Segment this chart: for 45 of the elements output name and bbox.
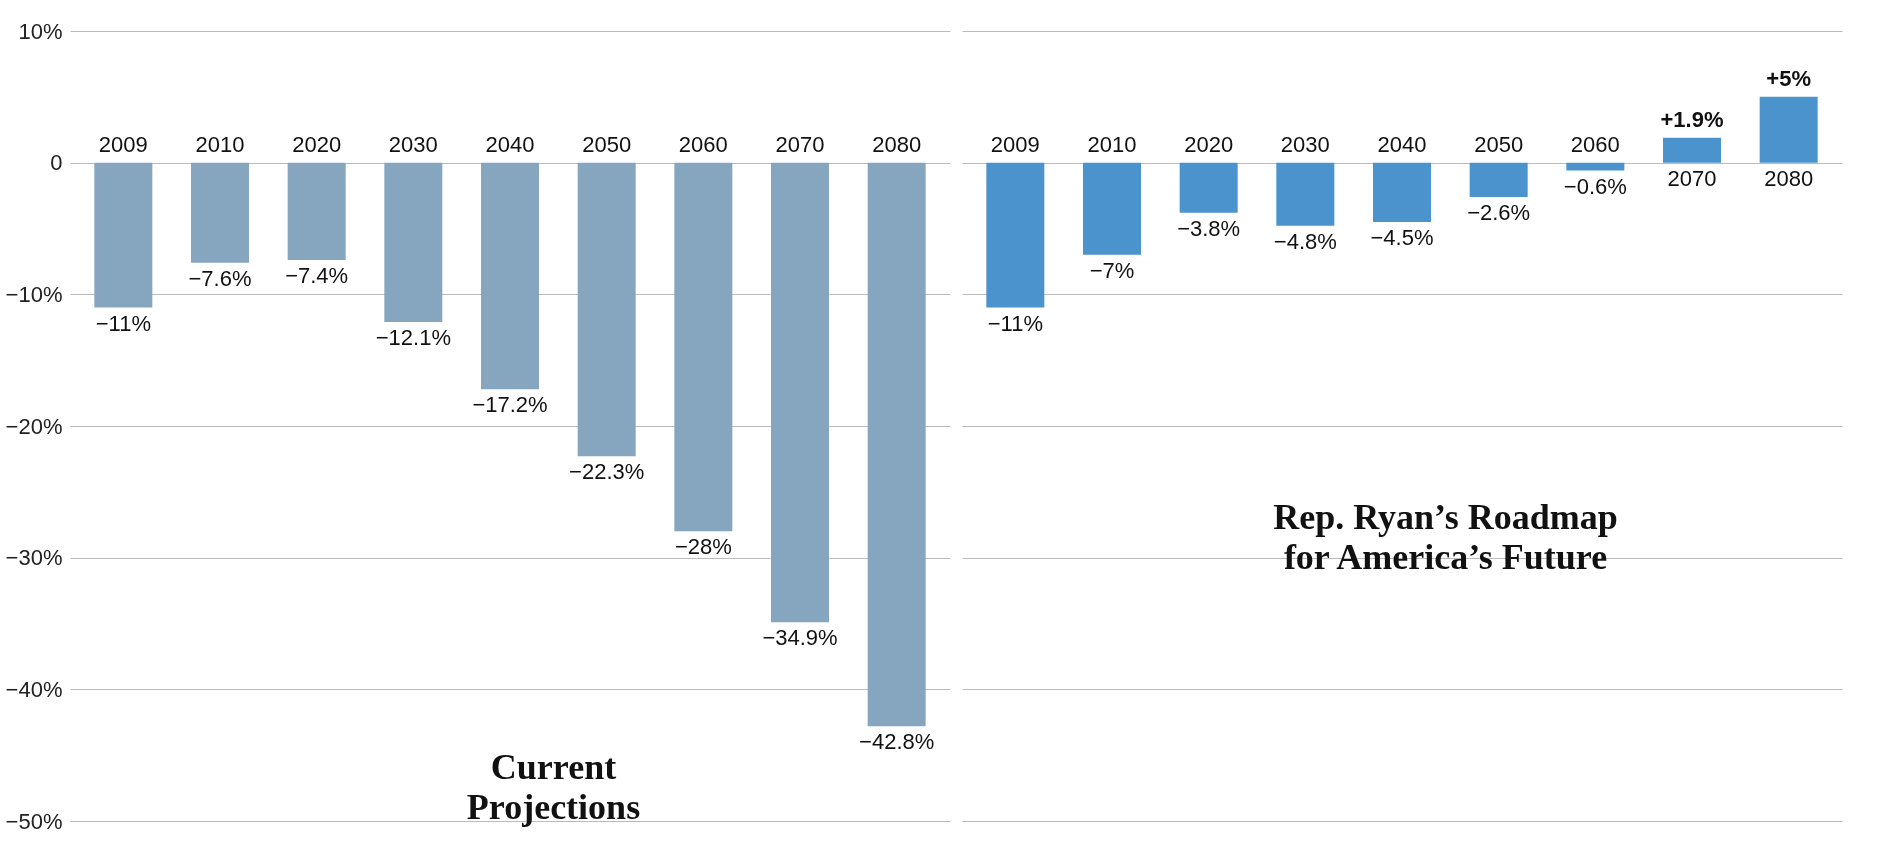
x-tick-label: 2080	[1764, 165, 1814, 191]
x-tick-label: 2030	[1280, 131, 1330, 157]
data-label: −11%	[987, 310, 1043, 336]
annotation: Current Projections	[466, 747, 641, 828]
data-label: −28%	[674, 534, 732, 560]
data-label: +1.9%	[1660, 106, 1724, 132]
data-label: −42.8%	[859, 729, 935, 755]
data-label: −22.3%	[569, 459, 645, 485]
x-tick-label: 2060	[1570, 131, 1620, 157]
x-tick-label: 2010	[1087, 131, 1137, 157]
x-tick-label: 2050	[1474, 131, 1524, 157]
y-tick-label: −50%	[5, 808, 63, 834]
y-tick-label: 10%	[18, 18, 63, 44]
x-tick-label: 2040	[1377, 131, 1427, 157]
x-tick-label: 2060	[678, 131, 728, 157]
data-label: −17.2%	[472, 392, 548, 418]
x-tick-label: 2020	[1184, 131, 1234, 157]
data-label: −4.8%	[1273, 228, 1337, 254]
x-tick-label: 2040	[485, 131, 535, 157]
y-tick-label: −10%	[5, 281, 63, 307]
x-tick-label: 2010	[195, 131, 245, 157]
x-tick-label: 2080	[872, 131, 922, 157]
data-label: −7%	[1089, 257, 1135, 283]
data-label: −11%	[95, 310, 151, 336]
data-label: −2.6%	[1467, 199, 1531, 225]
x-tick-label: 2030	[388, 131, 438, 157]
x-tick-label: 2009	[990, 131, 1040, 157]
data-label: +5%	[1766, 65, 1811, 91]
x-tick-label: 2020	[292, 131, 342, 157]
x-tick-label: 2070	[775, 131, 825, 157]
data-label: −0.6%	[1563, 173, 1627, 199]
x-tick-label: 2070	[1667, 165, 1717, 191]
y-tick-label: 0	[50, 150, 63, 176]
y-tick-label: −20%	[5, 413, 63, 439]
x-tick-label: 2050	[582, 131, 632, 157]
x-tick-label: 2009	[98, 131, 148, 157]
data-label: −7.4%	[285, 263, 349, 289]
data-label: −12.1%	[375, 324, 451, 350]
data-label: −34.9%	[762, 625, 838, 651]
annotation: Rep. Ryan’s Roadmap for America’s Future	[1273, 497, 1618, 578]
data-label: −7.6%	[188, 265, 252, 291]
y-tick-label: −30%	[5, 545, 63, 571]
data-label: −4.5%	[1370, 224, 1434, 250]
data-label: −3.8%	[1177, 215, 1241, 241]
y-tick-label: −40%	[5, 676, 63, 702]
